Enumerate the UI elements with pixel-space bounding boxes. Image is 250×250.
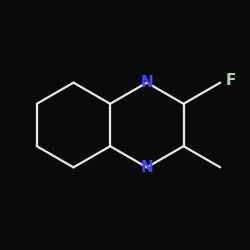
Text: F: F (226, 73, 236, 88)
Text: N: N (140, 160, 153, 175)
Text: N: N (140, 75, 153, 90)
